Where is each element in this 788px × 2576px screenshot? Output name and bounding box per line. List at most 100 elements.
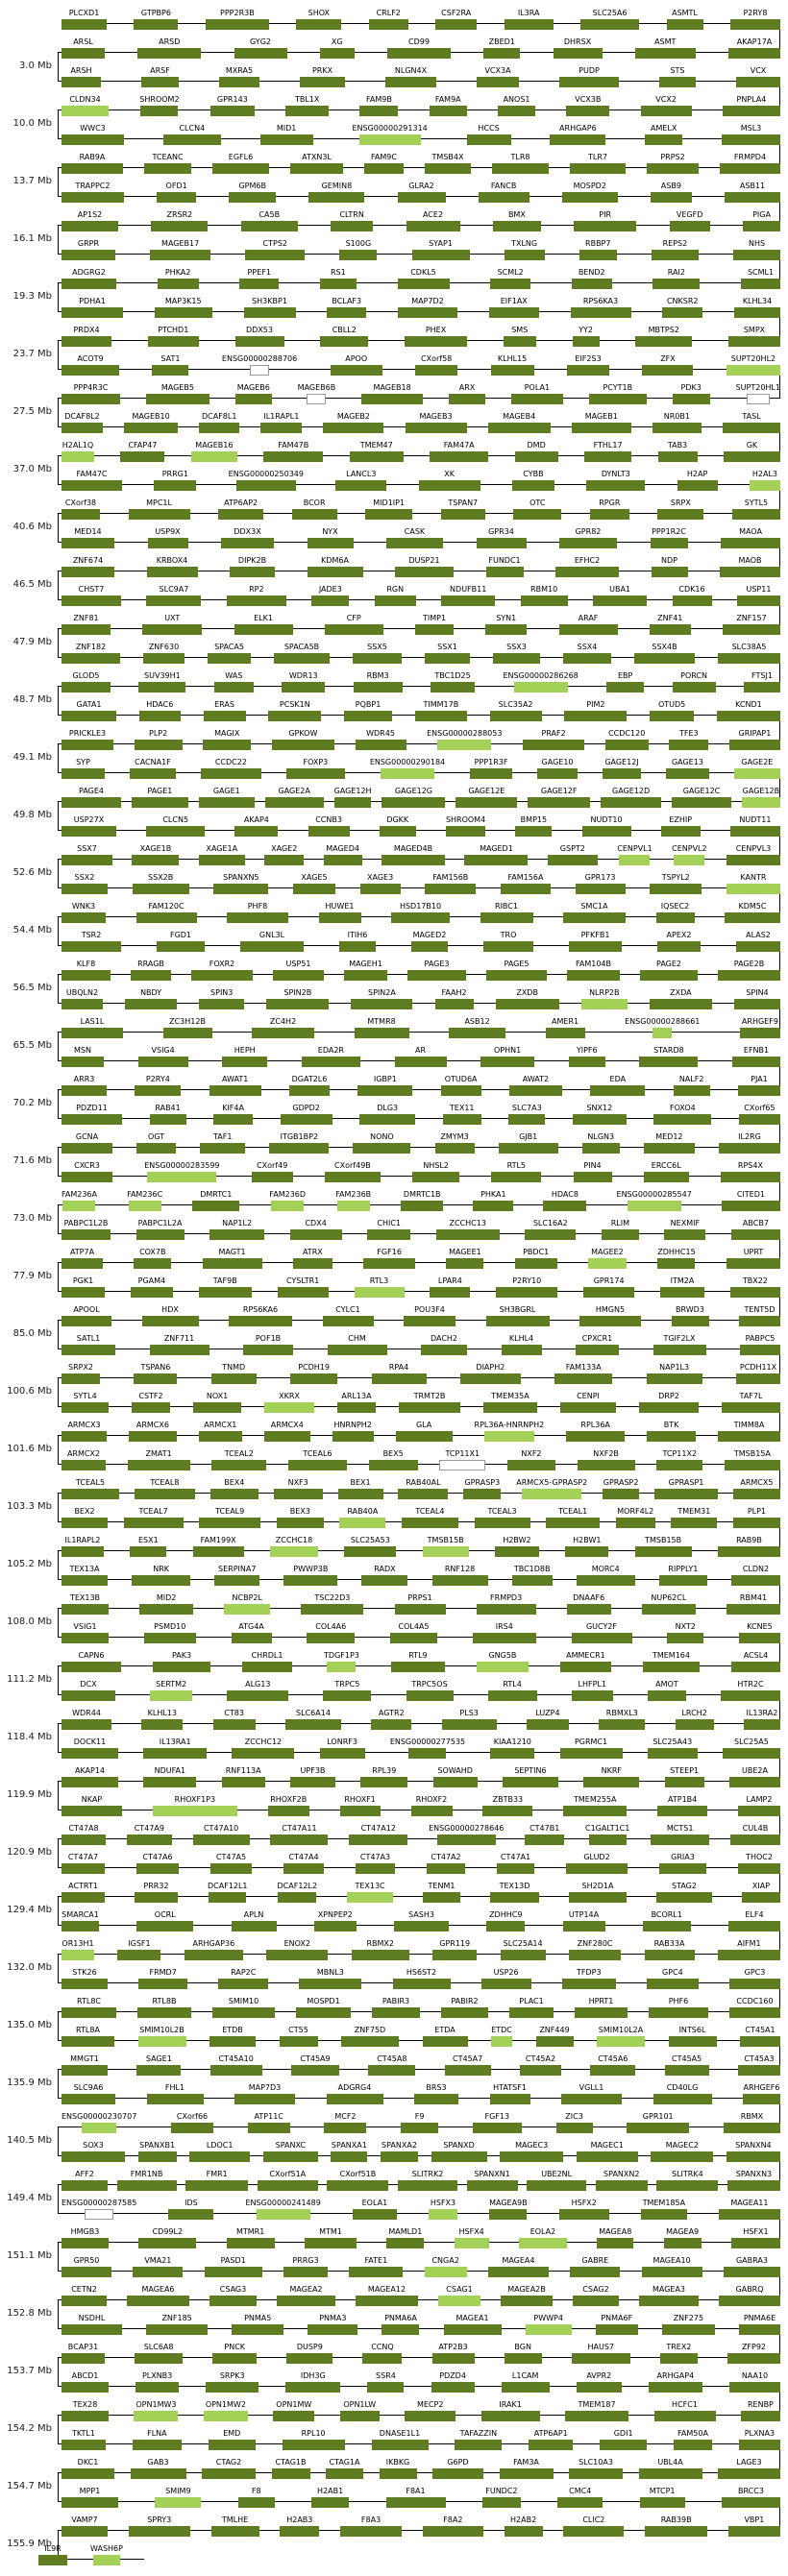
gene-box[interactable] xyxy=(62,2036,114,2047)
gene-box[interactable] xyxy=(405,336,467,347)
gene-box[interactable] xyxy=(722,423,780,433)
gene-box[interactable] xyxy=(441,1719,497,1730)
gene-box[interactable] xyxy=(739,1028,780,1038)
gene-box[interactable] xyxy=(414,2094,458,2104)
gene-box[interactable] xyxy=(481,2497,521,2508)
gene-box[interactable] xyxy=(226,595,286,606)
gene-box[interactable] xyxy=(574,221,637,231)
gene-box[interactable] xyxy=(149,1114,186,1125)
gene-box[interactable] xyxy=(356,1863,395,1874)
gene-box[interactable] xyxy=(718,1143,780,1154)
gene-box[interactable] xyxy=(510,394,563,404)
gene-box[interactable] xyxy=(627,1201,681,1211)
gene-box[interactable] xyxy=(334,797,372,808)
gene-box[interactable] xyxy=(62,134,124,145)
gene-box[interactable] xyxy=(320,336,369,347)
gene-box[interactable] xyxy=(324,1172,381,1182)
gene-box[interactable] xyxy=(198,855,245,865)
gene-box[interactable] xyxy=(192,1835,250,1845)
gene-box[interactable] xyxy=(655,912,695,923)
gene-box[interactable] xyxy=(557,2497,603,2508)
gene-box[interactable] xyxy=(209,1085,261,1096)
gene-box[interactable] xyxy=(474,1518,530,1528)
gene-box[interactable] xyxy=(387,48,451,59)
gene-box[interactable] xyxy=(500,1950,546,1960)
gene-box[interactable] xyxy=(136,1863,179,1874)
gene-box[interactable] xyxy=(296,2007,351,2018)
gene-box[interactable] xyxy=(137,2036,186,2047)
gene-box[interactable] xyxy=(732,1057,780,1067)
gene-box[interactable] xyxy=(503,336,536,347)
gene-box[interactable] xyxy=(382,2324,420,2335)
gene-box[interactable] xyxy=(327,1662,357,1672)
gene-box[interactable] xyxy=(431,2151,487,2162)
gene-box[interactable] xyxy=(440,509,485,520)
gene-box[interactable] xyxy=(730,1575,780,1586)
gene-box[interactable] xyxy=(62,1748,118,1759)
gene-box[interactable] xyxy=(595,2180,648,2191)
gene-box[interactable] xyxy=(391,912,450,923)
gene-box[interactable] xyxy=(319,1748,365,1759)
gene-box[interactable] xyxy=(257,2180,318,2191)
gene-box[interactable] xyxy=(677,480,718,491)
gene-box[interactable] xyxy=(576,1345,619,1355)
gene-box[interactable] xyxy=(653,1114,712,1125)
gene-box[interactable] xyxy=(601,797,662,808)
gene-box[interactable] xyxy=(323,855,362,865)
gene-box[interactable] xyxy=(482,1806,533,1816)
gene-box[interactable] xyxy=(728,336,780,347)
gene-box[interactable] xyxy=(565,2411,629,2421)
gene-box[interactable] xyxy=(406,1690,454,1701)
gene-box[interactable] xyxy=(116,2180,177,2191)
gene-box[interactable] xyxy=(672,682,716,693)
gene-box[interactable] xyxy=(431,2353,475,2364)
gene-box[interactable] xyxy=(285,106,330,116)
gene-box[interactable] xyxy=(729,826,780,837)
gene-box[interactable] xyxy=(289,1777,335,1787)
gene-box[interactable] xyxy=(276,1518,324,1528)
gene-box[interactable] xyxy=(528,797,591,808)
gene-box[interactable] xyxy=(483,1431,534,1442)
gene-box[interactable] xyxy=(263,451,324,462)
gene-box[interactable] xyxy=(134,1373,178,1384)
gene-box[interactable] xyxy=(139,1604,194,1615)
gene-box[interactable] xyxy=(463,1489,502,1499)
gene-box[interactable] xyxy=(486,970,547,981)
gene-box[interactable] xyxy=(349,1835,408,1845)
gene-box[interactable] xyxy=(354,1028,409,1038)
gene-box[interactable] xyxy=(405,423,467,433)
gene-box[interactable] xyxy=(719,2296,780,2306)
gene-box[interactable] xyxy=(720,567,780,577)
gene-box[interactable] xyxy=(62,2382,109,2393)
gene-box[interactable] xyxy=(654,1489,719,1499)
gene-box[interactable] xyxy=(277,2296,335,2306)
gene-box[interactable] xyxy=(395,567,454,577)
gene-box[interactable] xyxy=(280,1114,332,1125)
gene-box[interactable] xyxy=(62,1143,112,1154)
gene-box[interactable] xyxy=(562,1921,605,1932)
gene-box[interactable] xyxy=(62,2526,108,2537)
gene-box[interactable] xyxy=(251,1172,293,1182)
gene-box[interactable] xyxy=(62,336,111,347)
gene-box[interactable] xyxy=(454,2238,489,2248)
gene-box[interactable] xyxy=(646,1373,702,1384)
gene-box[interactable] xyxy=(573,2296,619,2306)
gene-box[interactable] xyxy=(62,2353,105,2364)
gene-box[interactable] xyxy=(308,826,350,837)
gene-box[interactable] xyxy=(571,279,612,289)
gene-box[interactable] xyxy=(308,2324,358,2335)
gene-box[interactable] xyxy=(726,2151,780,2162)
gene-box[interactable] xyxy=(597,2036,645,2047)
gene-box[interactable] xyxy=(399,1402,460,1413)
gene-box[interactable] xyxy=(157,279,199,289)
gene-box[interactable] xyxy=(131,797,188,808)
gene-box[interactable] xyxy=(659,1863,706,1874)
gene-box[interactable] xyxy=(738,1114,780,1125)
gene-box[interactable] xyxy=(674,2440,712,2450)
gene-box[interactable] xyxy=(218,509,264,520)
gene-box[interactable] xyxy=(506,1460,555,1470)
gene-box[interactable] xyxy=(525,1835,565,1845)
gene-box[interactable] xyxy=(558,2209,609,2220)
gene-box[interactable] xyxy=(571,423,631,433)
gene-box[interactable] xyxy=(234,826,279,837)
